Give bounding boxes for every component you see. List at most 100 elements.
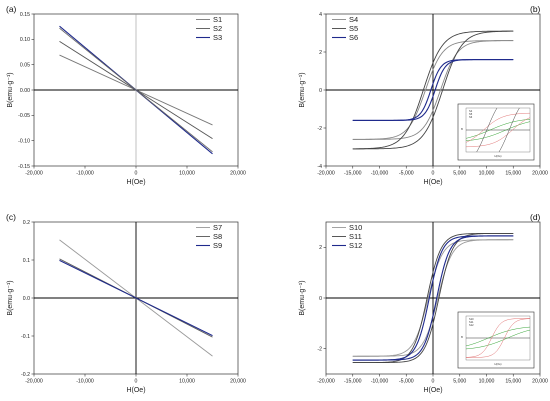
x-tick-label: -20,000 — [317, 379, 335, 385]
x-tick-label: -10,000 — [76, 379, 94, 385]
inset-series-group — [466, 318, 530, 358]
x-tick-label: 5,000 — [453, 171, 466, 177]
y-tick-label: -2 — [317, 346, 322, 352]
panel-c: -20,000 -10,000 0 10,000 20,000 -0.2 -0.1 0.0 0.… — [6, 212, 246, 394]
y-tick-label: 2 — [319, 50, 322, 56]
panel-label: (a) — [6, 4, 17, 14]
x-tick-label: 20,000 — [230, 379, 246, 385]
inset-series-lower-1 — [466, 117, 530, 148]
y-tick-label: 0.10 — [20, 37, 30, 43]
y-tick-label: 0.05 — [20, 62, 30, 68]
inset-series-group — [466, 108, 530, 152]
inset-legend-label: S12 — [469, 323, 474, 327]
inset-series-lower-0 — [466, 121, 530, 142]
x-axis-label: H(Oe) — [126, 387, 145, 394]
y-tick-label: -0.2 — [21, 372, 30, 378]
panel-label: (d) — [530, 212, 541, 222]
y-tick-label: 4 — [319, 12, 322, 18]
y-axis-label: B(emu·g⁻¹) — [7, 280, 14, 315]
series-line-s9 — [59, 259, 213, 337]
inset-legend-label: S5 — [469, 112, 473, 116]
x-tick-label: 10,000 — [179, 171, 195, 177]
inset-legend-label: S11 — [469, 320, 474, 324]
x-tick-label: 0 — [432, 379, 435, 385]
panel-a: -20,000 -10,000 0 10,000 20,000 -0.15 -0.10 -0.… — [6, 4, 246, 186]
inset-legend-label: S4 — [469, 109, 473, 113]
x-tick-label: -10,000 — [76, 171, 94, 177]
x-tick-label: 10,000 — [179, 379, 195, 385]
inset-y-label: B — [461, 127, 463, 131]
legend-label-s12: S12 — [349, 241, 362, 250]
x-tick-label: 20,000 — [230, 171, 246, 177]
series-group — [59, 25, 213, 155]
series-line-extra — [59, 27, 213, 153]
x-tick-label: -15,000 — [344, 171, 362, 177]
inset-series-upper-1 — [466, 318, 530, 358]
x-axis-label: H(Oe) — [126, 179, 145, 186]
inset-series-lower-2 — [498, 108, 520, 152]
x-tick-label: 0 — [135, 379, 138, 385]
series-line-s5-lower — [352, 30, 514, 150]
inset-series-upper-1 — [466, 112, 530, 143]
series-line-s11-lower — [352, 232, 514, 364]
x-tick-label: -10,000 — [371, 171, 389, 177]
inset-legend-label: S10 — [469, 317, 474, 321]
x-tick-label: 15,000 — [505, 171, 521, 177]
inset-series-upper-0 — [466, 118, 530, 139]
x-tick-label: 0 — [432, 171, 435, 177]
legend-label-s10: S10 — [349, 223, 362, 232]
panel-label: (b) — [530, 4, 541, 14]
y-axis-label: B(emu·g⁻¹) — [299, 280, 306, 315]
y-tick-label: -2 — [317, 126, 322, 132]
legend-label-s8: S8 — [213, 232, 222, 241]
y-tick-label: -0.15 — [18, 164, 30, 170]
legend-label-s4: S4 — [349, 15, 358, 24]
x-tick-label: 15,000 — [505, 379, 521, 385]
y-tick-label: 0.2 — [23, 220, 30, 226]
legend-label-s1: S1 — [213, 15, 222, 24]
x-tick-label: 5,000 — [453, 379, 466, 385]
series-line-s6-lower — [352, 59, 514, 121]
legend-label-s9: S9 — [213, 241, 222, 250]
y-axis-label: B(emu·g⁻¹) — [7, 72, 14, 107]
inset-x-label: H(Oe) — [494, 362, 501, 366]
series-group — [352, 232, 514, 364]
panel-b: -20,000 -15,000 -10,000 -5,000 0 5,000 10,000 1… — [299, 4, 548, 186]
panel-d: -20,000 -15,000 -10,000 -5,000 0 5,000 10,000 1… — [299, 212, 548, 394]
y-tick-label: 0.0 — [23, 296, 30, 302]
y-tick-label: 2 — [319, 245, 322, 251]
x-axis-label: H(Oe) — [423, 179, 442, 186]
x-tick-label: 20,000 — [532, 379, 548, 385]
x-axis-label: H(Oe) — [423, 387, 442, 394]
panel-label: (c) — [6, 212, 16, 222]
inset-legend-label: S6 — [469, 115, 473, 119]
legend-label-s11: S11 — [349, 232, 362, 241]
inset-x-label: H(Oe) — [494, 154, 501, 158]
x-tick-label: -20,000 — [25, 171, 43, 177]
y-tick-label: -0.1 — [21, 334, 30, 340]
inset-series-upper-0 — [466, 326, 530, 347]
inset-frame — [457, 311, 535, 369]
x-tick-label: -5,000 — [399, 379, 414, 385]
legend-label-s3: S3 — [213, 33, 222, 42]
inset-series-lower-1 — [466, 318, 530, 358]
x-tick-label: 10,000 — [479, 171, 495, 177]
legend-label-s5: S5 — [349, 24, 358, 33]
y-tick-label: -0.05 — [18, 113, 30, 119]
x-tick-label: -10,000 — [371, 379, 389, 385]
y-tick-label: -4 — [317, 164, 322, 170]
x-tick-label: -20,000 — [25, 379, 43, 385]
x-tick-label: -15,000 — [344, 379, 362, 385]
legend-label-s6: S6 — [349, 33, 358, 42]
x-tick-label: -5,000 — [399, 171, 414, 177]
x-tick-label: 0 — [135, 171, 138, 177]
y-tick-label: 0.15 — [20, 12, 30, 18]
series-group — [59, 239, 213, 357]
y-tick-label: 0 — [319, 296, 322, 302]
y-tick-label: -0.10 — [18, 138, 30, 144]
legend-label-s7: S7 — [213, 223, 222, 232]
y-tick-label: 0.1 — [23, 258, 30, 264]
